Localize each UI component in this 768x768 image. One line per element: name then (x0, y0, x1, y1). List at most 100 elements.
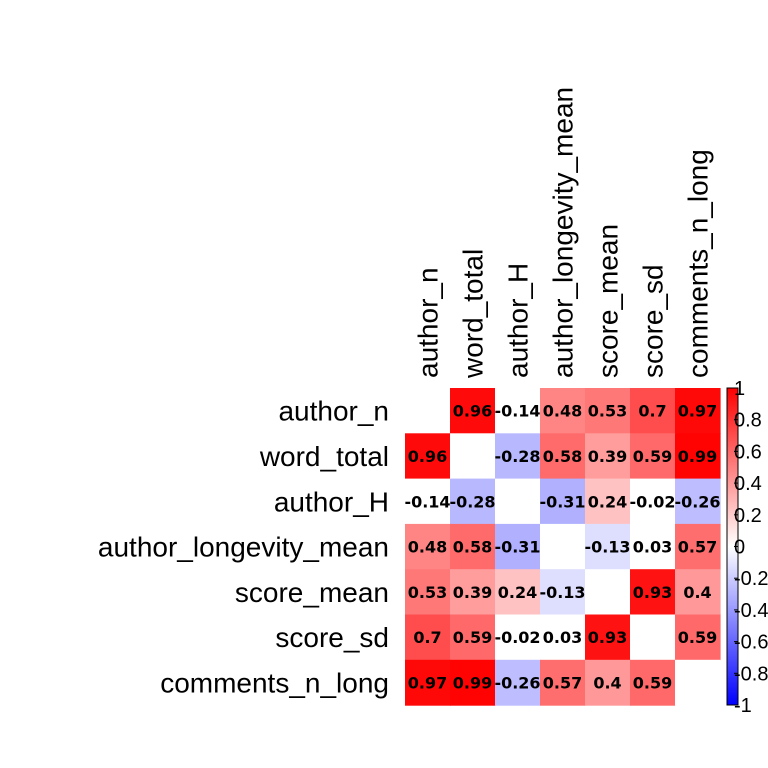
column-label: score_mean (593, 224, 624, 378)
heatmap-cell (450, 523, 496, 570)
heatmap-cell (405, 614, 451, 661)
heatmap-cell (540, 614, 586, 661)
cell-value-label: 0.99 (678, 447, 717, 466)
legend-tick-label: 0 (734, 537, 745, 559)
heatmap-cell (630, 659, 676, 706)
cell-value-label: 0.48 (543, 402, 582, 421)
heatmap-cell (675, 433, 721, 480)
heatmap-cell (630, 569, 676, 616)
cell-value-label: 0.03 (543, 628, 582, 647)
heatmap-cell (495, 523, 541, 570)
heatmap-cell (585, 569, 631, 616)
column-label: author_longevity_mean (548, 87, 579, 378)
cell-value-label: 0.39 (588, 447, 627, 466)
heatmap-cell (450, 659, 496, 706)
cell-value-label: 0.93 (588, 628, 627, 647)
cell-value-label: 0.03 (633, 538, 672, 557)
legend-tick-label: -0.2 (734, 568, 768, 590)
legend-tick-label: -1 (734, 695, 752, 717)
heatmap-cell (540, 569, 586, 616)
heatmap-cell (540, 433, 586, 480)
legend-tick-label: 0.2 (734, 505, 762, 527)
heatmap-cell (630, 478, 676, 525)
cell-value-label: 0.96 (408, 447, 447, 466)
cell-value-label: 0.97 (678, 402, 717, 421)
cell-value-label: 0.48 (408, 538, 447, 557)
cells-layer (405, 388, 721, 706)
row-label: author_longevity_mean (98, 532, 389, 563)
cell-value-label: 0.7 (638, 402, 666, 421)
column-label: score_sd (638, 264, 669, 378)
cell-value-label: 0.97 (408, 673, 447, 692)
heatmap-cell (450, 569, 496, 616)
row-label: score_mean (235, 577, 389, 608)
heatmap-cell (405, 569, 451, 616)
heatmap-cell (585, 523, 631, 570)
cell-value-label: 0.53 (588, 402, 627, 421)
row-label: author_H (274, 486, 389, 517)
heatmap-cell (675, 388, 721, 434)
legend-tick-label: 0.4 (734, 473, 762, 495)
heatmap-cell (450, 433, 496, 480)
legend-tick-label: -0.4 (734, 600, 768, 622)
heatmap-cell (495, 388, 541, 434)
heatmap-cell (495, 659, 541, 706)
cell-value-label: 0.4 (593, 673, 621, 692)
heatmap-cell (450, 388, 496, 434)
heatmap-cell (585, 433, 631, 480)
column-label: comments_n_long (683, 149, 714, 378)
cell-value-label: 0.57 (678, 538, 717, 557)
cell-value-label: 0.59 (633, 673, 672, 692)
heatmap-cell (585, 614, 631, 661)
cell-value-label: 0.99 (453, 673, 492, 692)
column-label: author_n (413, 267, 444, 378)
cell-value-label: -0.13 (539, 583, 585, 602)
row-label: author_n (278, 396, 389, 427)
cell-value-label: -0.28 (494, 447, 540, 466)
heatmap-cell (495, 478, 541, 525)
heatmap-cell (540, 523, 586, 570)
cell-value-label: -0.26 (674, 492, 720, 511)
cell-value-label: 0.57 (543, 673, 582, 692)
legend-tick-label: 0.8 (734, 410, 762, 432)
heatmap-cell (630, 433, 676, 480)
cell-value-label: 0.24 (498, 583, 537, 602)
cell-value-label: -0.14 (404, 492, 450, 511)
column-labels: author_n word_total author_H author_longevi… (413, 87, 714, 379)
heatmap-cell (675, 569, 721, 616)
cell-value-label: -0.31 (494, 538, 540, 557)
cell-value-label: 0.4 (683, 583, 711, 602)
heatmap-cell (585, 388, 631, 434)
column-label: word_total (458, 249, 489, 379)
heatmap-cell (495, 614, 541, 661)
cell-values-layer: 0.96 -0.14 0.48 0.53 0.7 0.970.96 -0.28 0.58 0.3… (404, 402, 720, 693)
heatmap-cell (405, 523, 451, 570)
row-labels: author_n word_total author_H author_longevi… (98, 396, 389, 699)
heatmap-cell (405, 478, 451, 525)
heatmap-cell (675, 614, 721, 661)
heatmap-cell (585, 478, 631, 525)
heatmap-cell (450, 614, 496, 661)
heatmap-cell (675, 478, 721, 525)
column-label: author_H (503, 263, 534, 378)
cell-value-label: 0.58 (543, 447, 582, 466)
cell-value-label: 0.59 (678, 628, 717, 647)
cell-value-label: -0.14 (494, 402, 540, 421)
cell-value-label: 0.39 (453, 583, 492, 602)
heatmap-cell (675, 659, 721, 706)
cell-value-label: -0.28 (449, 492, 495, 511)
cell-value-label: -0.02 (629, 492, 675, 511)
cell-value-label: 0.59 (453, 628, 492, 647)
heatmap-cell (630, 614, 676, 661)
heatmap-cell (585, 659, 631, 706)
heatmap-cell (495, 569, 541, 616)
cell-value-label: -0.31 (539, 492, 585, 511)
heatmap-cell (405, 388, 451, 434)
heatmap-cell (540, 478, 586, 525)
cell-value-label: 0.58 (453, 538, 492, 557)
cell-value-label: -0.26 (494, 673, 540, 692)
cell-value-label: 0.93 (633, 583, 672, 602)
cell-value-label: -0.13 (584, 538, 630, 557)
heatmap-cell (450, 478, 496, 525)
